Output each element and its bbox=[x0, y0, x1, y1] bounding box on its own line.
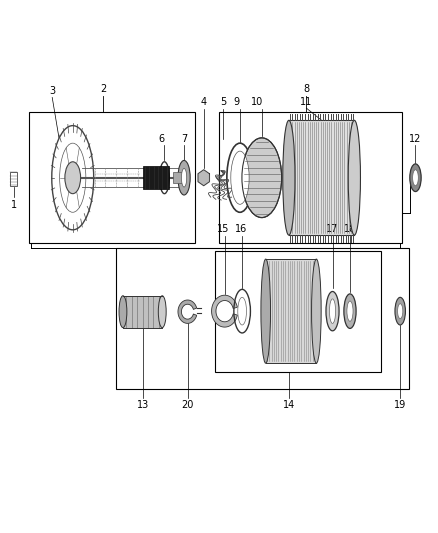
Ellipse shape bbox=[344, 294, 356, 328]
Bar bbox=[215, 251, 381, 372]
Ellipse shape bbox=[348, 120, 360, 235]
Text: 16: 16 bbox=[235, 223, 247, 233]
Text: 18: 18 bbox=[344, 223, 356, 233]
Ellipse shape bbox=[311, 259, 321, 364]
Text: 8: 8 bbox=[303, 84, 309, 94]
Text: 10: 10 bbox=[251, 97, 264, 107]
Bar bbox=[11, 172, 17, 185]
Bar bbox=[29, 112, 195, 243]
Text: 11: 11 bbox=[300, 97, 312, 107]
Ellipse shape bbox=[52, 126, 94, 230]
Bar bbox=[219, 112, 403, 243]
Bar bbox=[123, 296, 162, 328]
Ellipse shape bbox=[181, 168, 187, 187]
Polygon shape bbox=[198, 169, 209, 185]
Ellipse shape bbox=[261, 259, 271, 364]
Bar bbox=[143, 166, 169, 189]
Ellipse shape bbox=[242, 138, 282, 217]
Text: 6: 6 bbox=[158, 134, 164, 144]
Text: 17: 17 bbox=[326, 223, 339, 233]
Text: 13: 13 bbox=[137, 400, 149, 410]
Text: 2: 2 bbox=[100, 84, 106, 94]
Text: 7: 7 bbox=[181, 134, 187, 144]
Polygon shape bbox=[178, 300, 197, 324]
Ellipse shape bbox=[158, 296, 166, 328]
Text: 1: 1 bbox=[11, 200, 17, 210]
Text: 20: 20 bbox=[181, 400, 194, 410]
Text: 3: 3 bbox=[49, 86, 55, 96]
Ellipse shape bbox=[395, 297, 406, 325]
Text: 4: 4 bbox=[201, 97, 207, 107]
Ellipse shape bbox=[178, 160, 190, 195]
Ellipse shape bbox=[398, 304, 403, 319]
Text: 5: 5 bbox=[220, 97, 226, 107]
Ellipse shape bbox=[347, 301, 353, 321]
Ellipse shape bbox=[329, 299, 336, 324]
Text: 14: 14 bbox=[283, 400, 295, 410]
Ellipse shape bbox=[119, 296, 127, 328]
Ellipse shape bbox=[65, 162, 81, 193]
Bar bbox=[117, 248, 409, 389]
Text: 12: 12 bbox=[409, 134, 422, 144]
Ellipse shape bbox=[283, 120, 295, 235]
Ellipse shape bbox=[410, 164, 421, 191]
Polygon shape bbox=[212, 295, 237, 327]
Bar bbox=[173, 172, 184, 183]
Ellipse shape bbox=[238, 297, 247, 325]
Ellipse shape bbox=[231, 151, 249, 204]
Text: 9: 9 bbox=[233, 97, 240, 107]
Ellipse shape bbox=[413, 169, 418, 185]
Bar bbox=[266, 259, 316, 364]
Text: 19: 19 bbox=[394, 400, 406, 410]
Text: 15: 15 bbox=[217, 223, 230, 233]
Ellipse shape bbox=[326, 292, 339, 331]
Bar bbox=[289, 120, 354, 235]
